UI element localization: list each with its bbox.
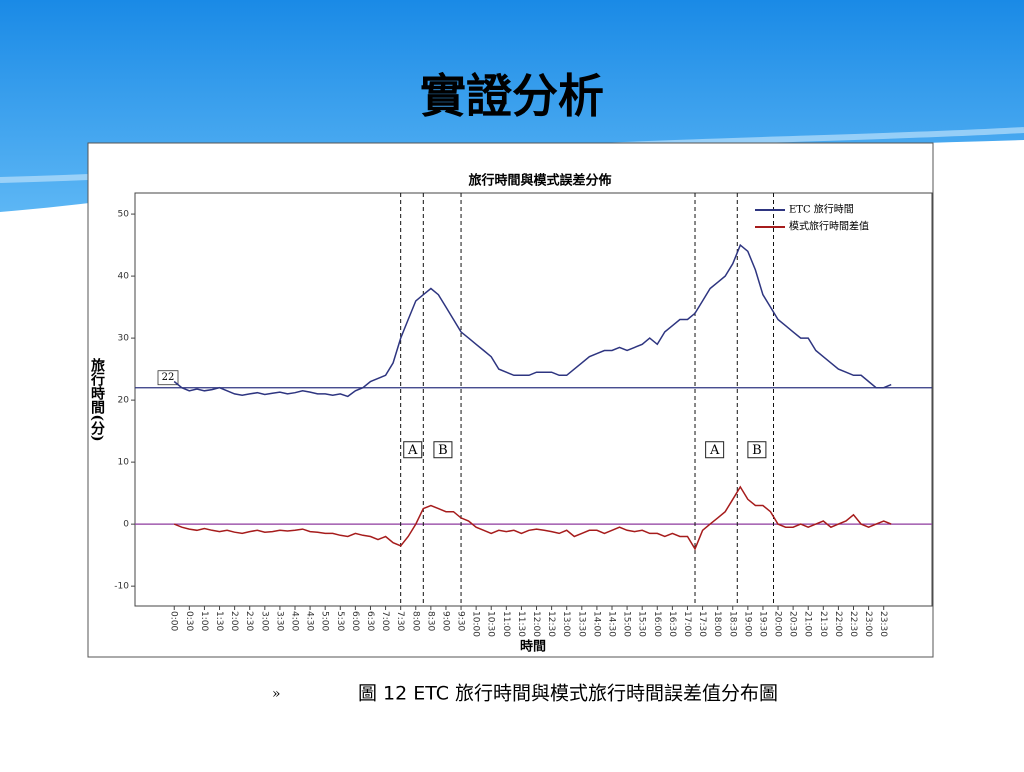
y-tick-label: 0 — [123, 520, 129, 530]
plot-area — [134, 192, 933, 607]
x-tick-label: 21:30 — [818, 611, 828, 637]
x-tick-label: 16:00 — [652, 611, 662, 637]
x-tick-label: 12:30 — [546, 611, 556, 637]
annotation: A — [709, 443, 720, 458]
x-tick-label: 20:30 — [788, 611, 798, 637]
x-tick-label: 11:00 — [501, 611, 511, 637]
y-tick-label: 10 — [118, 458, 130, 468]
x-tick-label: 0:30 — [184, 611, 194, 631]
bullet: » — [272, 686, 281, 702]
y-tick-label: 20 — [118, 396, 130, 406]
x-tick-label: 7:30 — [395, 611, 405, 631]
x-tick-label: 13:30 — [576, 611, 586, 637]
legend-label: ETC 旅行時間 — [789, 203, 854, 216]
x-tick-label: 13:00 — [561, 611, 571, 637]
x-tick-label: 4:30 — [305, 611, 315, 631]
y-tick-label: 30 — [118, 334, 130, 344]
x-tick-label: 6:30 — [365, 611, 375, 631]
x-tick-label: 12:00 — [531, 611, 541, 637]
x-tick-label: 22:00 — [833, 611, 843, 637]
x-tick-label: 14:30 — [606, 611, 616, 637]
x-tick-label: 2:00 — [229, 611, 239, 631]
annotation-box — [705, 441, 725, 459]
x-tick-label: 2:30 — [244, 611, 254, 631]
y-tick-label: -10 — [114, 582, 129, 592]
x-tick-label: 1:00 — [199, 611, 209, 631]
y-tick-label: 40 — [118, 272, 130, 282]
x-tick-label: 15:30 — [637, 611, 647, 637]
x-tick-label: 3:30 — [274, 611, 284, 631]
annotation: B — [438, 443, 448, 458]
x-tick-label: 5:30 — [335, 611, 345, 631]
x-tick-label: 11:30 — [516, 611, 526, 637]
annotation: B — [752, 443, 762, 458]
chart-frame — [87, 142, 934, 658]
annotation-box — [747, 441, 767, 459]
x-tick-label: 9:30 — [456, 611, 466, 631]
x-tick-label: 1:30 — [214, 611, 224, 631]
x-tick-label: 8:00 — [410, 611, 420, 631]
x-tick-label: 10:00 — [471, 611, 481, 637]
x-tick-label: 20:00 — [773, 611, 783, 637]
x-tick-label: 23:30 — [878, 611, 888, 637]
y-tick-label: 50 — [118, 210, 130, 220]
x-tick-label: 19:00 — [742, 611, 752, 637]
caption: 圖 12 ETC 旅行時間與模式旅行時間誤差值分布圖 — [358, 683, 778, 705]
x-tick-label: 17:30 — [697, 611, 707, 637]
x-tick-label: 8:30 — [425, 611, 435, 631]
x-tick-label: 17:00 — [682, 611, 692, 637]
series-line — [173, 485, 892, 551]
annotation-box — [433, 441, 453, 459]
reference-label-box — [157, 370, 179, 386]
y-axis-label: 旅行時間(分) — [89, 358, 106, 442]
x-tick-label: 19:30 — [757, 611, 767, 637]
x-tick-label: 18:30 — [727, 611, 737, 637]
x-tick-label: 6:00 — [350, 611, 360, 631]
x-tick-label: 14:00 — [591, 611, 601, 637]
chart-title: 旅行時間與模式誤差分佈 — [468, 173, 611, 189]
x-tick-label: 3:00 — [259, 611, 269, 631]
x-tick-label: 4:00 — [290, 611, 300, 631]
annotation: A — [407, 443, 418, 458]
x-tick-label: 22:30 — [848, 611, 858, 637]
slide-title: 實證分析 — [420, 69, 604, 123]
series-line — [173, 243, 892, 398]
x-tick-label: 9:00 — [440, 611, 450, 631]
x-tick-label: 18:00 — [712, 611, 722, 637]
x-tick-label: 5:00 — [320, 611, 330, 631]
x-tick-label: 10:30 — [486, 611, 496, 637]
x-tick-label: 15:00 — [622, 611, 632, 637]
x-tick-label: 7:00 — [380, 611, 390, 631]
legend-label: 模式旅行時間差值 — [789, 220, 869, 233]
annotation-box — [403, 441, 423, 459]
reference-label: 22 — [162, 372, 175, 383]
x-tick-label: 0:00 — [169, 611, 179, 631]
x-tick-label: 16:30 — [667, 611, 677, 637]
x-axis-label: 時間 — [520, 639, 546, 655]
x-tick-label: 21:00 — [803, 611, 813, 637]
x-tick-label: 23:00 — [863, 611, 873, 637]
